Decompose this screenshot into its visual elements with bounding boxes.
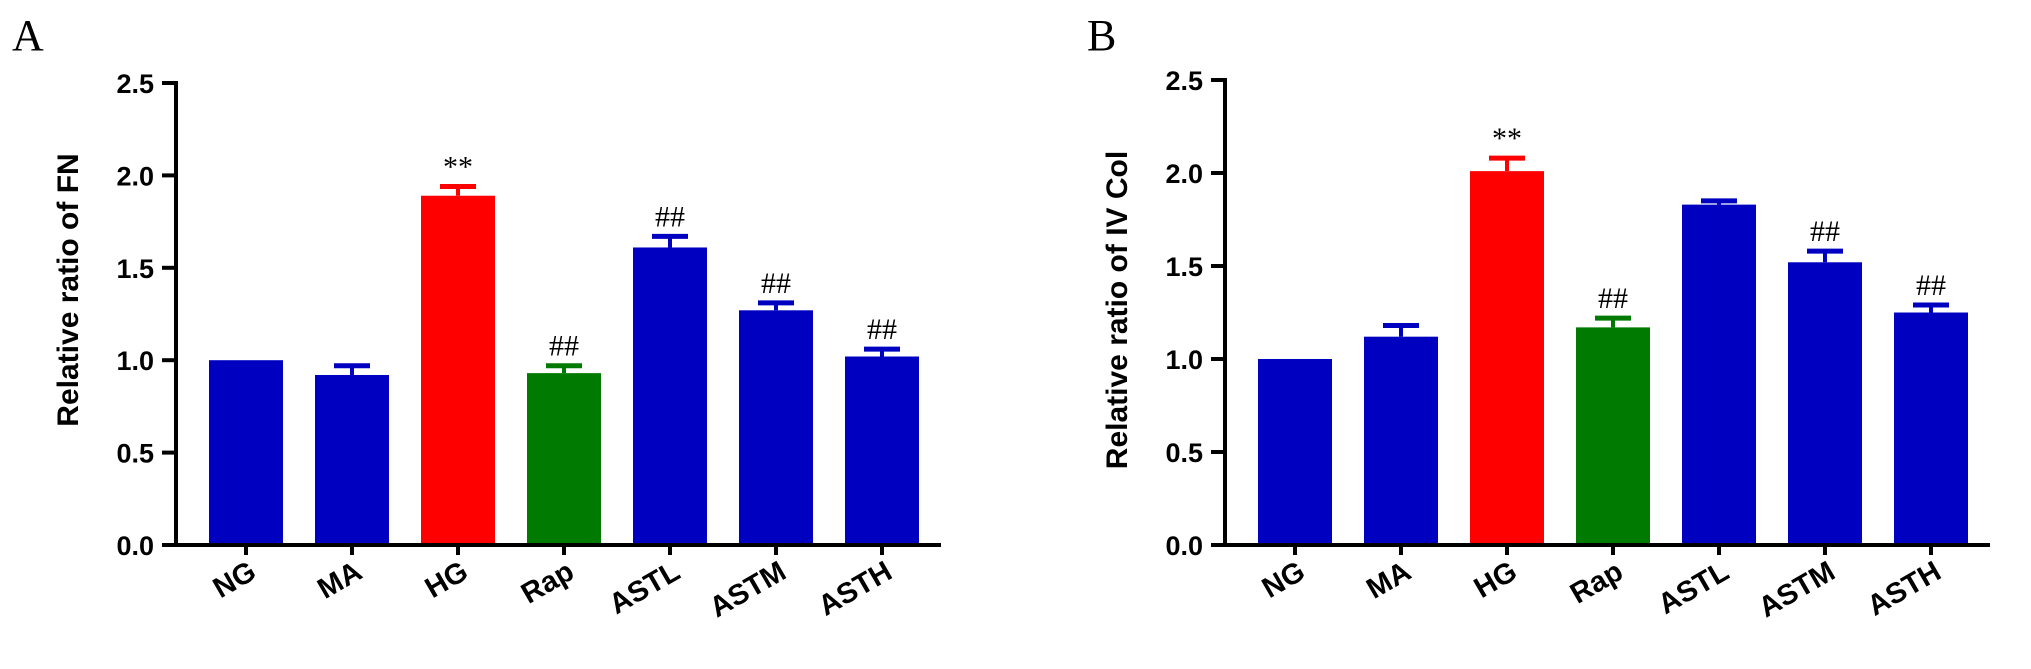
y-tick-label-a-5: 2.5 — [116, 69, 154, 99]
bars-group-b: ** ## ## ## — [1258, 122, 1968, 545]
y-tick-label-b-4: 2.0 — [1165, 159, 1203, 189]
y-tick-label-a-2: 1.0 — [116, 346, 154, 376]
bar-a-hg — [421, 195, 495, 545]
x-tick-label-a-5: ASTM — [704, 555, 791, 624]
bar-a-asth — [845, 356, 919, 545]
x-tick-label-a-3: Rap — [516, 555, 579, 610]
significance-label-a-6: ## — [867, 313, 897, 346]
x-tick-label-b-0: NG — [1257, 555, 1311, 604]
significance-label-b-5: ## — [1810, 215, 1840, 248]
y-tick-label-b-0: 0.0 — [1165, 531, 1203, 561]
bar-a-ma — [315, 374, 389, 545]
chart-panel-b: B Relative ratio of IV Col ** ## ## ## NG MA… — [1087, 11, 1990, 624]
y-tick-label-b-3: 1.5 — [1165, 252, 1203, 282]
x-tick-label-b-4: ASTL — [1653, 555, 1735, 621]
significance-label-b-3: ## — [1598, 282, 1628, 315]
x-tick-label-a-6: ASTH — [813, 555, 897, 622]
y-tick-label-b-2: 1.0 — [1165, 345, 1203, 375]
x-tick-label-b-1: MA — [1361, 555, 1416, 605]
bar-b-ma — [1364, 336, 1438, 545]
bar-a-rap — [527, 373, 601, 545]
x-tick-label-a-2: HG — [420, 555, 474, 604]
y-tick-label-b-5: 2.5 — [1165, 66, 1203, 96]
x-tick-label-a-4: ASTL — [604, 555, 686, 621]
y-tick-label-a-0: 0.0 — [116, 531, 154, 561]
bar-b-asth — [1894, 312, 1968, 545]
y-axis-label-b: Relative ratio of IV Col — [1101, 151, 1134, 469]
x-tick-label-b-6: ASTH — [1862, 555, 1946, 622]
panel-label-b: B — [1087, 11, 1116, 60]
y-tick-label-b-1: 0.5 — [1165, 438, 1203, 468]
bar-b-astm — [1788, 262, 1862, 545]
significance-label-b-2: ** — [1492, 122, 1522, 155]
bar-b-ng — [1258, 359, 1332, 545]
chart-panel-a: A Relative ratio of FN ** ## ## ## ## NG MA HG… — [12, 11, 941, 624]
x-tick-label-b-2: HG — [1469, 555, 1523, 604]
x-tick-label-b-5: ASTM — [1753, 555, 1840, 624]
x-tick-label-b-3: Rap — [1565, 555, 1628, 610]
significance-label-a-3: ## — [549, 330, 579, 363]
bar-a-astm — [739, 310, 813, 545]
panel-label-a: A — [12, 11, 44, 60]
significance-label-a-2: ** — [443, 150, 473, 183]
significance-label-a-5: ## — [761, 267, 791, 300]
bar-b-hg — [1470, 171, 1544, 545]
bar-a-ng — [209, 360, 283, 545]
significance-label-a-4: ## — [655, 200, 685, 233]
y-tick-label-a-1: 0.5 — [116, 439, 154, 469]
y-axis-label-a: Relative ratio of FN — [52, 153, 85, 426]
significance-label-b-6: ## — [1916, 269, 1946, 302]
bar-b-rap — [1576, 327, 1650, 545]
x-tick-label-a-1: MA — [312, 555, 367, 605]
bar-a-astl — [633, 247, 707, 546]
x-tick-label-a-0: NG — [208, 555, 262, 604]
bar-b-astl — [1682, 204, 1756, 545]
y-tick-label-a-3: 1.5 — [116, 254, 154, 284]
y-tick-label-a-4: 2.0 — [116, 161, 154, 191]
bars-group-a: ** ## ## ## ## — [209, 150, 919, 546]
